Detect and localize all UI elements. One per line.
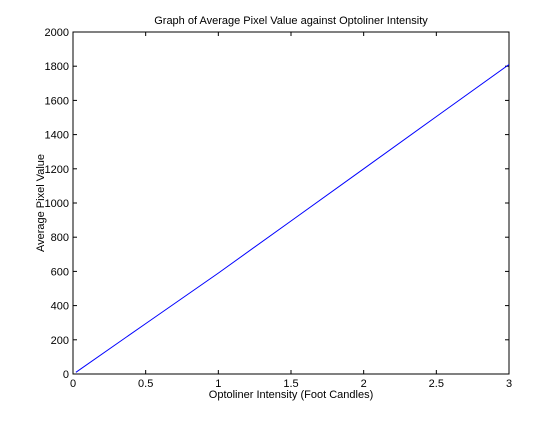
x-axis-label: Optoliner Intensity (Foot Candles) [209, 389, 373, 401]
y-tick-label: 0 [63, 369, 69, 381]
y-tick-label: 1000 [45, 198, 69, 210]
x-tick-label: 0 [70, 378, 76, 390]
x-tick-label: 1 [215, 378, 221, 390]
x-tick-label: 1.5 [283, 378, 298, 390]
x-tick-label: 3 [506, 378, 512, 390]
x-tick-label: 2.5 [429, 378, 444, 390]
x-tick-label: 2 [361, 378, 367, 390]
series-layer [75, 64, 510, 373]
x-axis-ticks: 0 0.5 1 1.5 2 2.5 3 [70, 32, 512, 390]
y-tick-label: 1800 [45, 61, 69, 73]
plot-area [72, 31, 510, 375]
y-tick-label: 1600 [45, 95, 69, 107]
y-tick-label: 200 [51, 335, 69, 347]
y-tick-label: 1200 [45, 164, 69, 176]
y-axis-ticks: 0 200 400 600 800 1000 1200 1400 1600 1800 2000 [45, 27, 509, 381]
y-tick-label: 2000 [45, 27, 69, 39]
y-tick-label: 1400 [45, 130, 69, 142]
series-line [75, 64, 510, 373]
y-tick-label: 600 [51, 266, 69, 278]
y-tick-label: 800 [51, 232, 69, 244]
x-tick-label: 0.5 [138, 378, 153, 390]
chart-title: Graph of Average Pixel Value against Opt… [154, 15, 428, 27]
y-tick-label: 400 [51, 301, 69, 313]
y-axis-label: Average Pixel Value [35, 154, 47, 252]
